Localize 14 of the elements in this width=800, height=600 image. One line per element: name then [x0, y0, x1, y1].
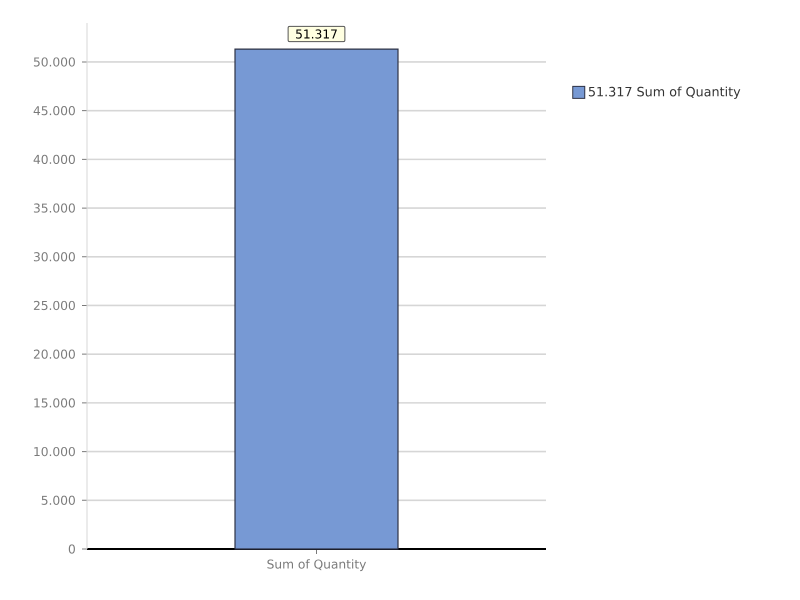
y-tick-label: 0 — [68, 544, 75, 554]
y-tick-label: 30.000 — [34, 252, 75, 262]
y-tick-label: 20.000 — [34, 350, 75, 359]
data-label: 51.317 — [296, 29, 337, 39]
y-tick-label: 40.000 — [34, 154, 75, 164]
y-tick-label: 45.000 — [34, 106, 75, 116]
y-tick-label: 25.000 — [34, 300, 75, 310]
y-tick-label: 5.000 — [42, 496, 75, 505]
x-tick-label: Sum of Quantity — [267, 559, 366, 572]
legend-label: 51.317 Sum of Quantity — [588, 86, 740, 99]
y-tick-label: 35.000 — [34, 203, 75, 213]
y-tick-label: 10.000 — [34, 446, 75, 456]
y-tick-label: 50.000 — [34, 57, 75, 67]
y-tick-label: 15.000 — [34, 398, 75, 408]
